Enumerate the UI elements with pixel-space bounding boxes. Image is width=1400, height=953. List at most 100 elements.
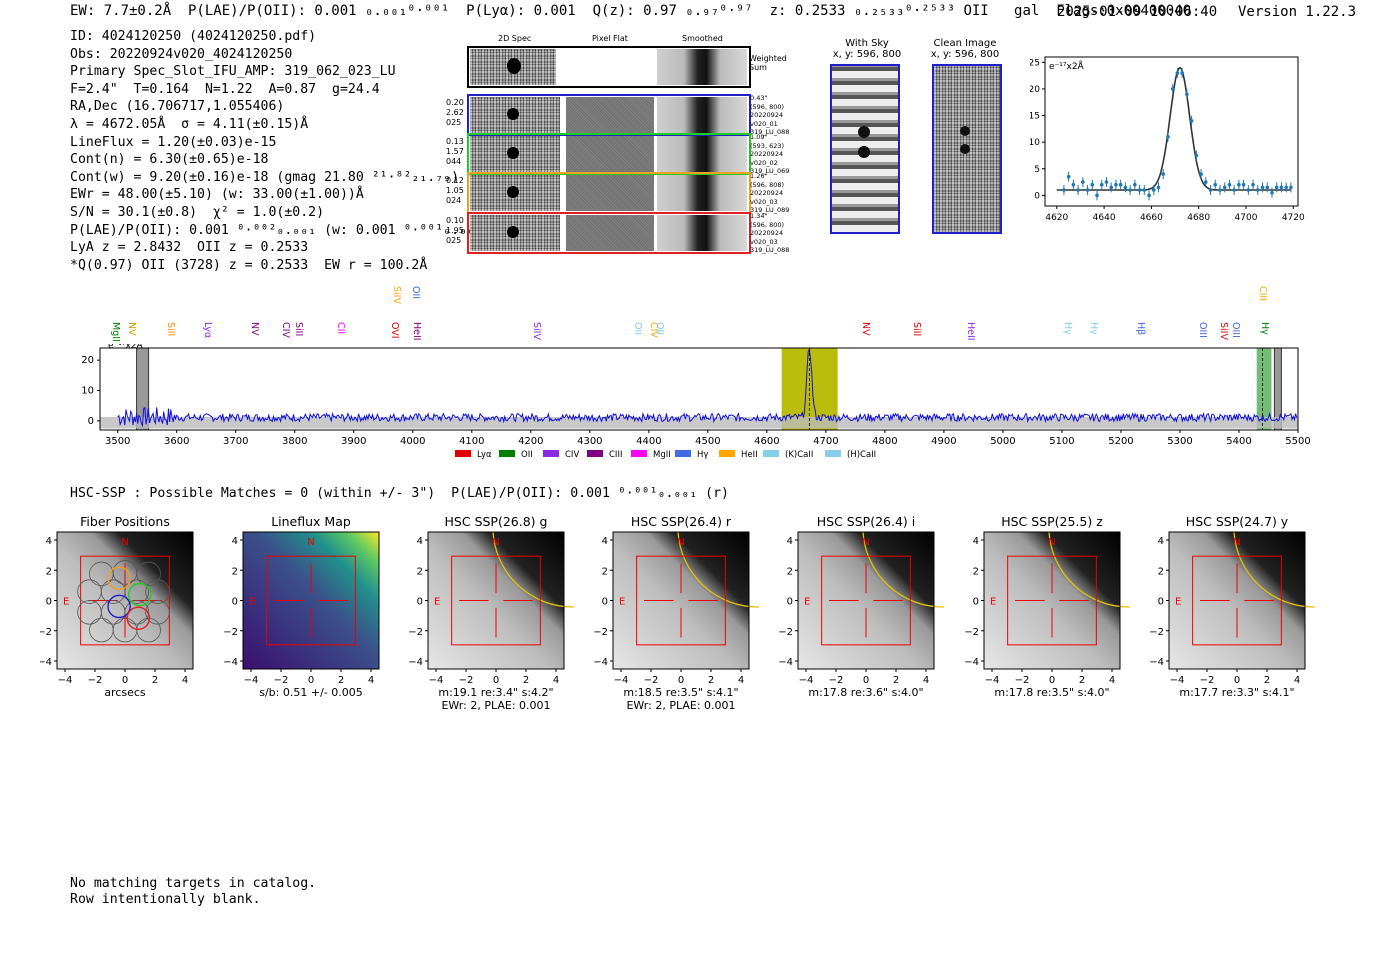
fit-ytick-label: 15 <box>1030 112 1040 122</box>
north-label: N <box>1233 537 1240 548</box>
fit-ytick-label: 20 <box>1030 85 1040 95</box>
hsc-xtick-label: −2 <box>1200 675 1215 686</box>
legend-label: HeII <box>741 450 758 460</box>
info-params: F=2.4" T=0.164 N=1.22 A=0.87 g=24.4 <box>70 81 380 97</box>
hsc-panel-title: HSC SSP(26.4) i <box>817 514 915 529</box>
hsc-panel-title: HSC SSP(26.4) r <box>631 514 732 529</box>
row4-right-3: v020_03 <box>750 237 778 246</box>
summary-header: EW: 7.7±0.2Å P(LAE)/P(OII): 0.001 ₀.₀₀₁⁰… <box>70 3 1192 19</box>
fit-data-point <box>1062 188 1066 192</box>
east-label: E <box>1175 597 1181 608</box>
hsc-ytick-label: −2 <box>593 627 608 638</box>
fit-xtick-label: 4660 <box>1140 213 1163 223</box>
fit-ytick-label: 0 <box>1034 191 1040 201</box>
row1-right-3: v020_01 <box>750 119 778 128</box>
row3-left-2: 024 <box>446 196 462 205</box>
spectrum-xtick-label: 5300 <box>1167 436 1192 447</box>
hsc-cutout-image <box>428 532 564 669</box>
hsc-ytick-label: 0 <box>602 597 608 608</box>
hsc-xtick-label: −4 <box>1170 675 1185 686</box>
hsc-ytick-label: −2 <box>778 627 793 638</box>
row2-left-2: 044 <box>446 157 462 166</box>
hsc-cutout-image <box>1169 532 1305 669</box>
hsc-xtick-label: 0 <box>678 675 684 686</box>
row2-left-0: 0.13 <box>446 137 464 146</box>
fiber-circle <box>136 617 161 643</box>
spectrum-ytick-label: 10 <box>81 386 94 397</box>
hsc-ytick-label: 0 <box>973 597 979 608</box>
hsc-xtick-label: 2 <box>1264 675 1270 686</box>
footer-line-1: No matching targets in catalog. <box>70 876 317 891</box>
fit-data-point <box>1232 188 1236 192</box>
hsc-xtick-label: −4 <box>58 675 73 686</box>
fit-data-point <box>1194 153 1199 158</box>
with-sky-title: With Sky <box>845 38 889 49</box>
fit-data-point <box>1199 172 1203 176</box>
east-label: E <box>434 597 440 608</box>
fit-data-point <box>1123 185 1128 190</box>
fit-data-point <box>1128 188 1132 192</box>
hsc-ytick-label: −4 <box>964 657 979 668</box>
hsc-ytick-label: −2 <box>964 627 979 638</box>
info-primary: Primary Spec_Slot_IFU_AMP: 319_062_023_L… <box>70 64 396 80</box>
row3-right-1: (596, 808) <box>750 180 785 189</box>
hsc-panel-caption-2: EWr: 2, PLAE: 0.001 <box>441 699 550 712</box>
full-spectrum-svg: 0 10 20 e⁻¹⁷x2Å 3500 3600 3700 3800 3900 4000 4100… <box>81 339 1310 460</box>
line-marker-label: CIV <box>648 322 659 338</box>
col-title-2dspec: 2D Spec <box>498 34 532 43</box>
version: Version 1.22.3 <box>1238 4 1357 20</box>
fiber-circle <box>145 579 170 604</box>
timestamp: 2025-01-09 10:06:40 <box>1057 4 1218 20</box>
hsc-ytick-label: −2 <box>223 627 238 638</box>
fit-data-point <box>1147 193 1151 198</box>
fit-data-point <box>1279 185 1284 190</box>
hsc-panel-title: HSC SSP(25.5) z <box>1001 514 1103 529</box>
legend-label: Hγ <box>697 450 708 460</box>
line-marker-label: MgII <box>110 322 121 342</box>
row3-left-0: 0.12 <box>446 176 464 185</box>
spectrum-xtick-label: 3600 <box>164 436 189 447</box>
row2-right-1: (593, 623) <box>750 141 785 150</box>
aperture-box <box>1192 555 1282 646</box>
fit-data-point <box>1137 188 1142 192</box>
hsc-ytick-label: 4 <box>602 536 608 547</box>
hsc-panels-svg: Fiber Positions N E 4 2 0 −2 −4 −4 −2 0 2 4 arcsecs Li… <box>37 514 1316 712</box>
with-sky-panel: With Sky x, y: 596, 800 <box>822 38 912 234</box>
spectrum-xtick-label: 3700 <box>223 436 248 447</box>
line-marker-label: OII <box>632 322 643 335</box>
aperture-box <box>266 555 356 646</box>
hsc-ytick-label: 0 <box>1158 597 1164 608</box>
east-label: E <box>804 597 810 608</box>
source-ellipse <box>492 531 575 608</box>
row4-right-0: 1.34" <box>750 212 768 220</box>
hsc-xtick-label: −4 <box>799 675 814 686</box>
legend-swatch <box>499 450 515 457</box>
with-sky-coord: x, y: 596, 800 <box>832 49 902 60</box>
hsc-xtick-label: −2 <box>644 675 659 686</box>
fit-data-point <box>1218 188 1222 192</box>
hsc-xtick-label: −2 <box>274 675 289 686</box>
hsc-ytick-label: 2 <box>232 566 238 577</box>
fit-data-point <box>1284 185 1288 190</box>
fit-xtick-label: 4700 <box>1235 213 1258 223</box>
hsc-xtick-label: 4 <box>553 675 559 686</box>
row3-left-1: 1.05 <box>446 186 464 195</box>
line-marker-label: SiIV <box>391 286 402 304</box>
fiber-circle <box>124 579 150 604</box>
hsc-ytick-label: 2 <box>1158 566 1164 577</box>
spectrum-highlight-band <box>1256 348 1272 430</box>
hsc-panel-caption: m:18.5 re:3.5" s:4.1" <box>623 686 738 699</box>
hsc-xtick-label: 4 <box>1109 675 1115 686</box>
hsc-ytick-label: 2 <box>602 566 608 577</box>
hsc-xtick-label: 0 <box>1234 675 1240 686</box>
hsc-ytick-label: 4 <box>1158 536 1164 547</box>
row3-right-3: v020_03 <box>750 197 778 206</box>
fit-data-point <box>1208 188 1213 192</box>
spectrum-axes-frame <box>99 347 1299 431</box>
fit-data-point <box>1213 182 1218 187</box>
fit-data-point <box>1090 182 1095 187</box>
aperture-box <box>80 555 170 646</box>
spectrum-series-line <box>117 347 1298 428</box>
fit-data-point <box>1274 185 1279 190</box>
